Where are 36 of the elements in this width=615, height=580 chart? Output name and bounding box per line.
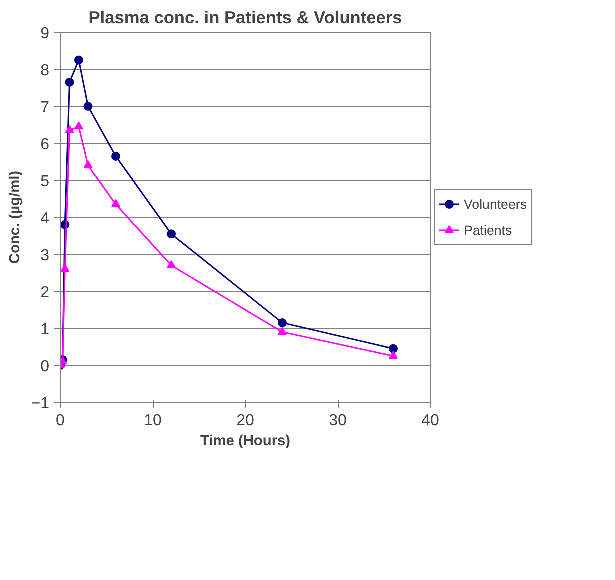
y-tick-label: 7 <box>40 100 50 116</box>
x-tick-label: 30 <box>329 412 347 430</box>
x-tick-label: 0 <box>56 412 66 430</box>
point <box>65 78 74 87</box>
point <box>389 344 398 354</box>
point <box>112 199 120 208</box>
legend-label: Volunteers <box>464 196 527 212</box>
point <box>167 260 176 268</box>
y-tick-label: −1 <box>31 396 50 412</box>
point <box>167 230 176 239</box>
point <box>74 122 84 130</box>
x-tick-label: 20 <box>236 412 254 430</box>
point <box>389 351 398 360</box>
point <box>84 102 93 111</box>
point <box>278 318 287 328</box>
point <box>112 152 120 161</box>
legend-label: Patients <box>464 222 512 238</box>
y-tick-label: 3 <box>40 248 50 264</box>
point <box>74 56 84 65</box>
point <box>65 125 74 134</box>
y-tick-label: 6 <box>40 136 50 154</box>
x-axis-title: Time (Hours) <box>200 434 291 450</box>
y-tick-label: 5 <box>40 174 50 190</box>
point <box>84 160 93 169</box>
y-tick-label: 2 <box>40 284 50 302</box>
chart-title: Plasma conc. in Patients & Volunteers <box>88 8 402 28</box>
y-tick-label: 9 <box>40 26 50 42</box>
x-tick-label: 10 <box>144 412 162 430</box>
y-axis-title: Conc. (µg/ml) <box>7 170 24 264</box>
y-tick-label: 4 <box>40 210 50 228</box>
point <box>60 264 70 272</box>
y-tick-label: 0 <box>40 358 50 376</box>
y-tick-label: 1 <box>40 322 50 338</box>
point <box>278 327 287 336</box>
x-tick-label: 40 <box>422 412 440 430</box>
y-tick-label: 8 <box>40 62 50 80</box>
